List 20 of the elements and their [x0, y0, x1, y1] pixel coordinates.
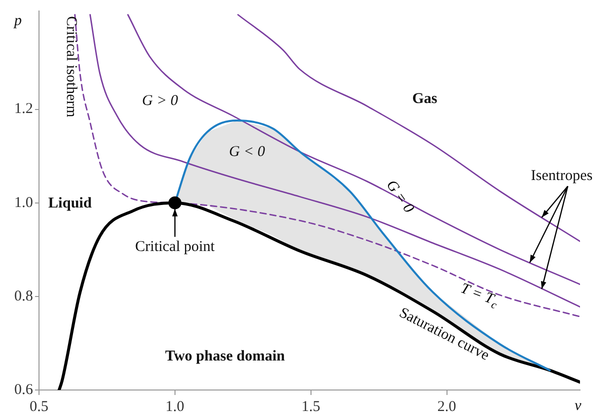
x-tick-label: 1.0 — [166, 398, 184, 415]
annotation: Two phase domain — [165, 348, 286, 365]
annotation: Liquid — [48, 196, 92, 212]
x-tick-label: 1.5 — [301, 398, 320, 415]
text: G = 0 — [382, 177, 417, 217]
y-tick-label: 0.6 — [14, 382, 34, 398]
annotation: Critical point — [135, 238, 216, 255]
annotation: G > 0 — [142, 92, 178, 109]
annotation: Critical isotherm — [63, 16, 80, 118]
annotation: Isentropes — [530, 168, 593, 184]
y-tick-label: 0.8 — [14, 288, 33, 304]
x-tick-label: 2.0 — [437, 398, 456, 415]
x-tick-label: 0.5 — [30, 398, 48, 415]
y-tick-label: 1.2 — [14, 101, 33, 118]
text: T = Tc — [458, 280, 498, 312]
y-tick-label: 1.0 — [14, 194, 33, 211]
y-axis-title: p — [13, 12, 22, 29]
annotation: Gas — [412, 90, 438, 107]
x-axis-title: v — [574, 398, 582, 414]
annotation: G < 0 — [228, 144, 266, 160]
